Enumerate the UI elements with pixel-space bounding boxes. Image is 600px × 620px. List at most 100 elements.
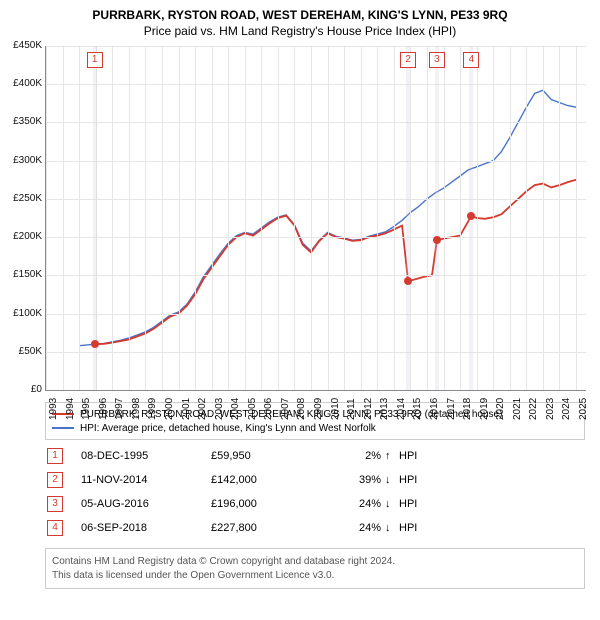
sales-row: 108-DEC-1995£59,9502%↑HPI <box>45 444 585 468</box>
x-tick-label: 2009 <box>313 398 324 420</box>
sale-marker-box: 2 <box>400 52 416 68</box>
x-tick-label: 2000 <box>164 398 175 420</box>
y-tick-label: £50K <box>2 346 42 357</box>
gridline-v <box>112 46 113 390</box>
gridline-v <box>377 46 378 390</box>
sales-row: 2 11-NOV-2014£142,00039%↓HPI <box>45 468 585 492</box>
x-tick-label: 2002 <box>197 398 208 420</box>
y-tick-label: £0 <box>2 384 42 395</box>
x-tick-label: 2010 <box>330 398 341 420</box>
title-line2: Price paid vs. HM Land Registry's House … <box>0 22 600 38</box>
x-tick-label: 2017 <box>446 398 457 420</box>
sale-marker-band <box>406 46 410 390</box>
gridline-h <box>46 199 586 200</box>
x-tick-label: 2016 <box>429 398 440 420</box>
gridline-v <box>261 46 262 390</box>
arrow-down-icon: ↓ <box>385 474 399 486</box>
gridline-h <box>46 352 586 353</box>
gridline-v <box>510 46 511 390</box>
sales-date: 11-NOV-2014 <box>81 474 211 486</box>
sales-price: £142,000 <box>211 474 321 486</box>
y-tick-label: £150K <box>2 269 42 280</box>
sales-marker: 2 <box>47 472 63 488</box>
gridline-v <box>145 46 146 390</box>
gridline-v <box>559 46 560 390</box>
x-tick-label: 2022 <box>528 398 539 420</box>
sale-dot <box>91 340 99 348</box>
sales-marker: 1 <box>47 448 63 464</box>
sales-hpi-label: HPI <box>399 522 429 534</box>
gridline-v <box>477 46 478 390</box>
sale-marker-box: 4 <box>463 52 479 68</box>
sales-hpi-label: HPI <box>399 450 429 462</box>
x-tick-label: 2014 <box>396 398 407 420</box>
gridline-v <box>576 46 577 390</box>
gridline-h <box>46 161 586 162</box>
line-series <box>46 46 586 390</box>
title-line1: PURRBARK, RYSTON ROAD, WEST DEREHAM, KIN… <box>0 0 600 22</box>
gridline-v <box>526 46 527 390</box>
gridline-v <box>294 46 295 390</box>
x-tick-label: 2004 <box>230 398 241 420</box>
sales-date: 05-AUG-2016 <box>81 498 211 510</box>
sale-marker-band <box>93 46 97 390</box>
x-tick-label: 2024 <box>561 398 572 420</box>
property-line <box>95 180 576 344</box>
sales-price: £227,800 <box>211 522 321 534</box>
sales-marker: 4 <box>47 520 63 536</box>
arrow-down-icon: ↓ <box>385 522 399 534</box>
x-tick-label: 2007 <box>280 398 291 420</box>
legend-row: HPI: Average price, detached house, King… <box>52 421 578 435</box>
gridline-h <box>46 314 586 315</box>
y-tick-label: £400K <box>2 78 42 89</box>
gridline-v <box>493 46 494 390</box>
legend-label: HPI: Average price, detached house, King… <box>80 423 376 434</box>
x-tick-label: 2015 <box>412 398 423 420</box>
gridline-v <box>344 46 345 390</box>
gridline-v <box>228 46 229 390</box>
gridline-v <box>129 46 130 390</box>
x-tick-label: 2011 <box>346 398 357 420</box>
gridline-v <box>162 46 163 390</box>
gridline-v <box>311 46 312 390</box>
legend-swatch <box>52 427 74 429</box>
gridline-v <box>394 46 395 390</box>
gridline-v <box>79 46 80 390</box>
arrow-down-icon: ↓ <box>385 498 399 510</box>
plot-area: 1 23 4 <box>45 46 586 391</box>
gridline-v <box>278 46 279 390</box>
gridline-h <box>46 122 586 123</box>
x-tick-label: 2001 <box>181 398 192 420</box>
sales-pct: 39% <box>321 474 385 486</box>
sale-marker-box: 1 <box>87 52 103 68</box>
footer-line2: This data is licensed under the Open Gov… <box>52 569 578 583</box>
gridline-v <box>543 46 544 390</box>
gridline-v <box>361 46 362 390</box>
x-tick-label: 1993 <box>48 398 59 420</box>
x-tick-label: 2019 <box>479 398 490 420</box>
footer-line1: Contains HM Land Registry data © Crown c… <box>52 555 578 569</box>
sales-date: 06-SEP-2018 <box>81 522 211 534</box>
x-tick-label: 1997 <box>114 398 125 420</box>
y-tick-label: £350K <box>2 116 42 127</box>
x-tick-label: 1995 <box>81 398 92 420</box>
sales-marker: 3 <box>47 496 63 512</box>
sales-pct: 24% <box>321 498 385 510</box>
sales-pct: 2% <box>321 450 385 462</box>
sales-row: 4 06-SEP-2018£227,80024%↓HPI <box>45 516 585 540</box>
x-tick-label: 2023 <box>545 398 556 420</box>
sales-pct: 24% <box>321 522 385 534</box>
sales-hpi-label: HPI <box>399 474 429 486</box>
x-tick-label: 1996 <box>98 398 109 420</box>
gridline-h <box>46 275 586 276</box>
sales-row: 305-AUG-2016£196,00024%↓HPI <box>45 492 585 516</box>
footer: Contains HM Land Registry data © Crown c… <box>45 548 585 589</box>
gridline-v <box>410 46 411 390</box>
y-tick-label: £250K <box>2 193 42 204</box>
sale-marker-box: 3 <box>429 52 445 68</box>
gridline-h <box>46 46 586 47</box>
x-tick-label: 2005 <box>247 398 258 420</box>
arrow-up-icon: ↑ <box>385 450 399 462</box>
gridline-v <box>444 46 445 390</box>
sales-price: £59,950 <box>211 450 321 462</box>
